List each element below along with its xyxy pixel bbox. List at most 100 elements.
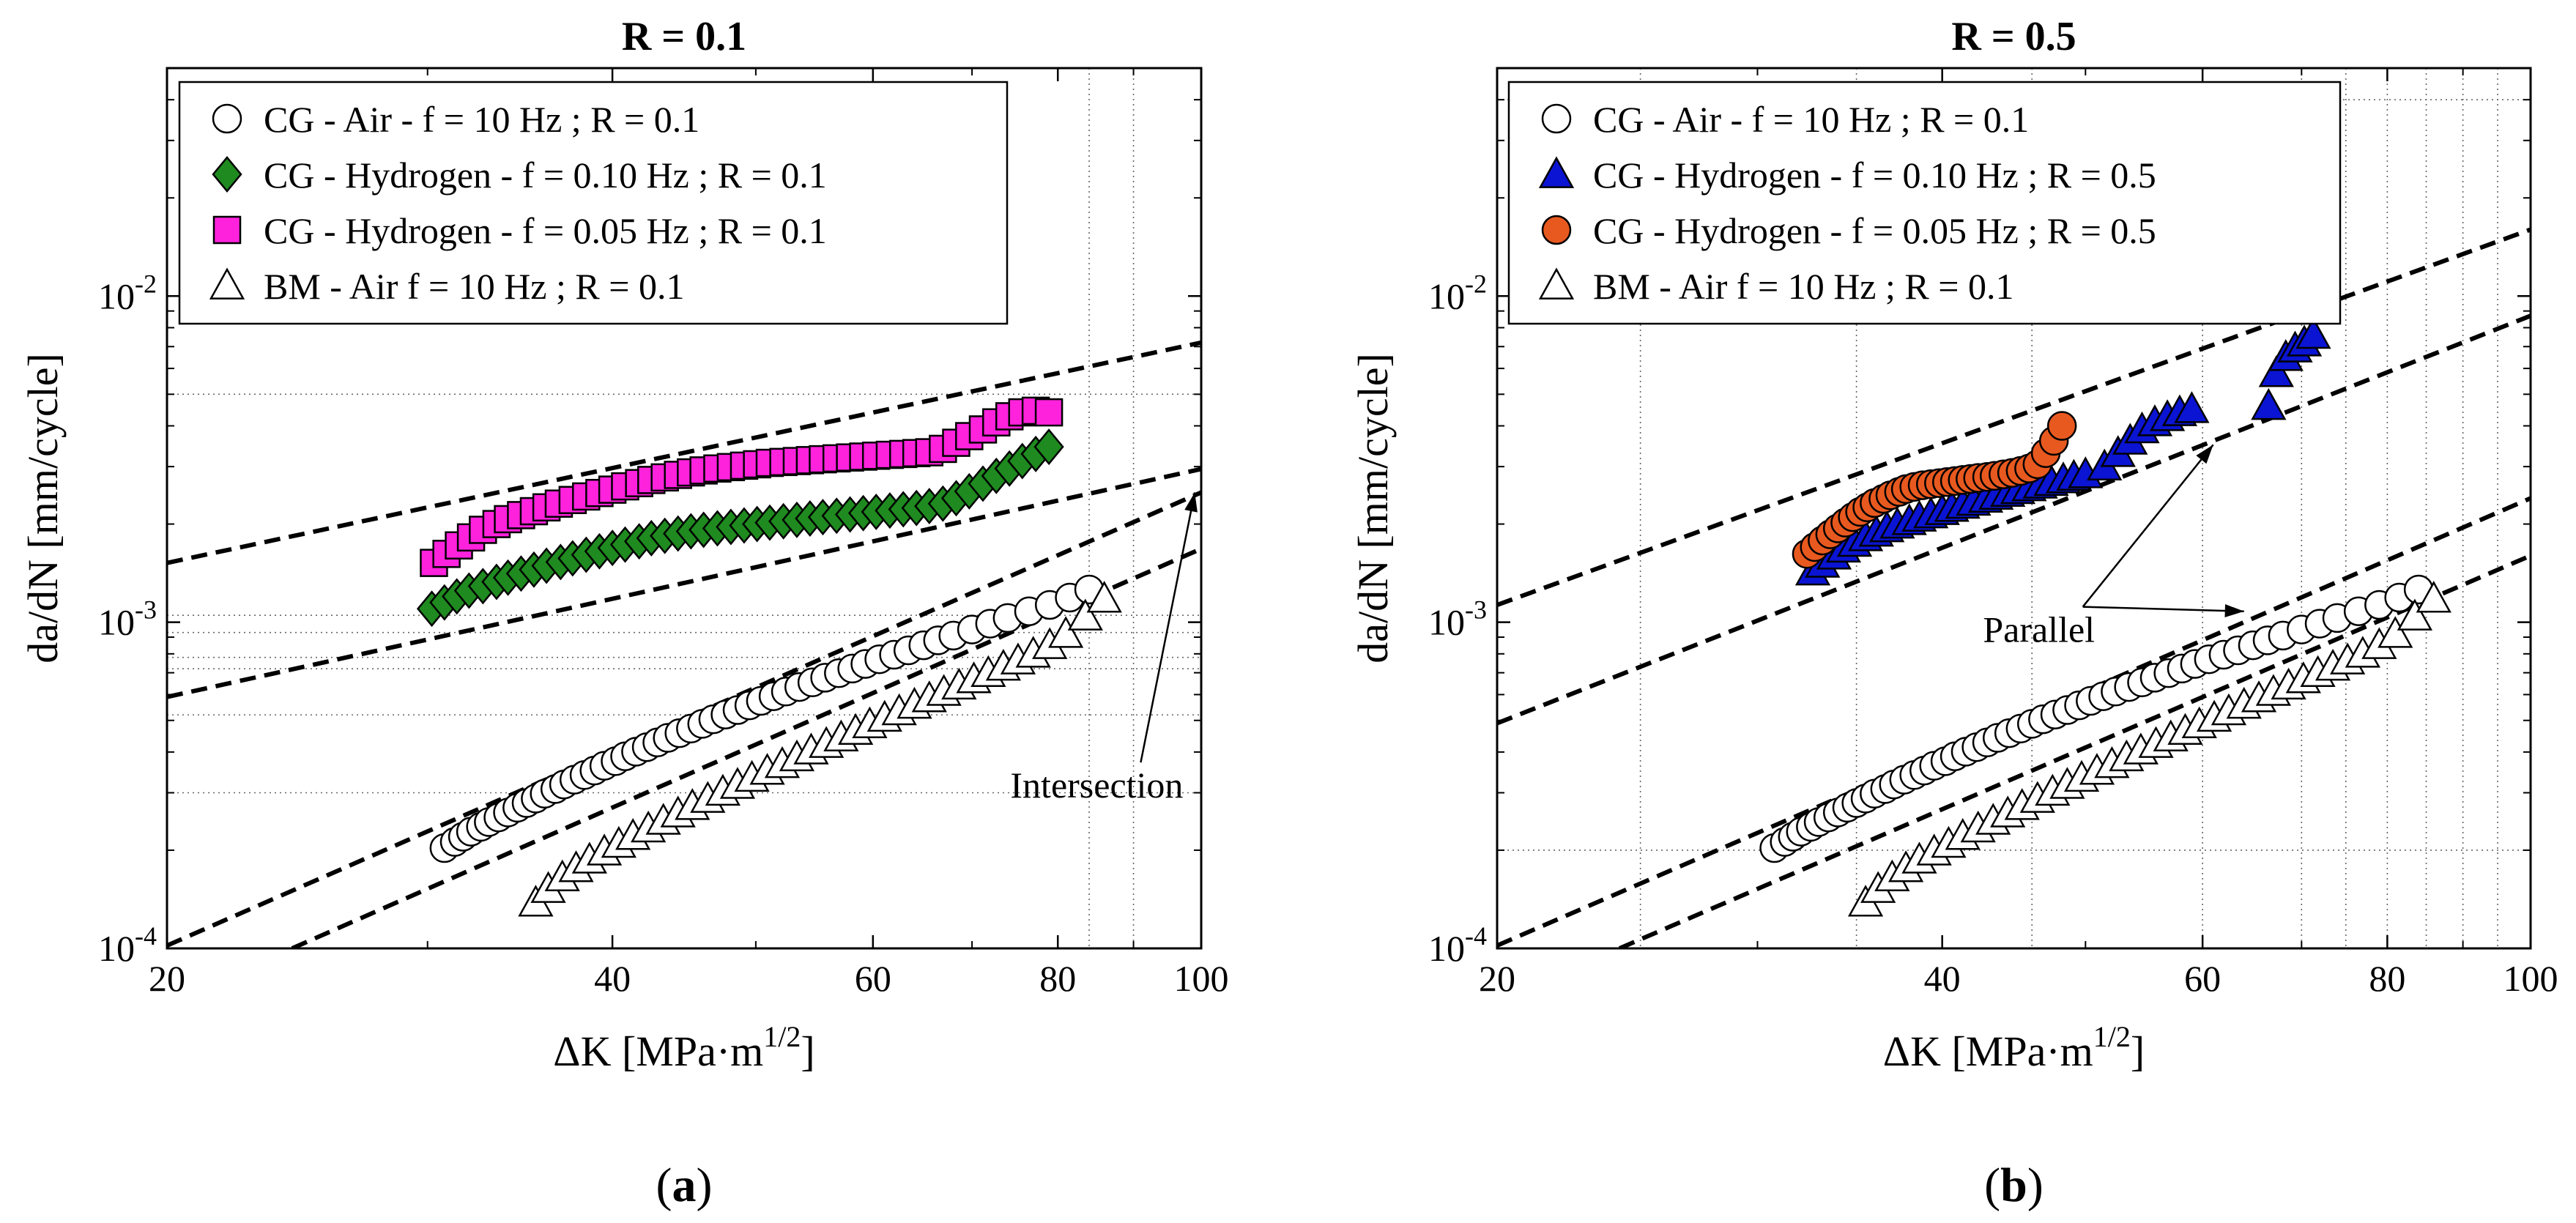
fit-line <box>1497 313 2531 726</box>
y-tick-base: 10 <box>1428 602 1465 643</box>
legend-marker <box>212 215 242 245</box>
y-tick-exponent: -4 <box>135 921 157 951</box>
y-tick-label: 10-2 <box>98 269 157 316</box>
x-tick-label: 80 <box>2369 958 2405 999</box>
x-tick-label: 20 <box>149 958 185 999</box>
y-axis-label: da/dN [mm/cycle] <box>1349 353 1397 663</box>
y-tick-exponent: -2 <box>1465 269 1487 298</box>
legend: CG - Air - f = 10 Hz ; R = 0.1 CG - Hydro… <box>178 81 1009 325</box>
legend-item: CG - Hydrogen - f = 0.10 Hz ; R = 0.5 <box>1538 155 2156 196</box>
y-tick-base: 10 <box>1428 275 1465 316</box>
axes-frame <box>1496 67 2532 950</box>
paren-open: ( <box>1984 1159 2000 1212</box>
legend-item: CG - Air - f = 10 Hz ; R = 0.1 <box>212 99 699 140</box>
legend-label: CG - Air - f = 10 Hz ; R = 0.1 <box>264 99 699 140</box>
x-axis-label: ΔK [MPa·m1/2] <box>1883 1020 2145 1075</box>
data-point <box>2397 598 2433 631</box>
arrow-head <box>2224 604 2244 618</box>
legend-label: CG - Air - f = 10 Hz ; R = 0.1 <box>1593 99 2029 140</box>
panel-letter: b <box>2000 1159 2027 1212</box>
panel-label: (b) <box>1984 1159 2044 1212</box>
series-3 <box>420 396 1064 577</box>
data-point <box>2046 411 2077 441</box>
data-point <box>2258 355 2294 387</box>
arrow-head <box>2196 445 2213 464</box>
fit-line <box>167 340 1201 565</box>
y-tick-label: 10-4 <box>98 921 157 969</box>
y-tick-label: 10-3 <box>98 595 157 643</box>
annotation-text: Intersection <box>1010 765 1183 806</box>
x-tick-label: 40 <box>594 958 631 999</box>
data-point <box>1048 616 1084 648</box>
annotation-text: Parallel <box>1983 609 2095 650</box>
y-tick-label: 10-4 <box>1428 921 1487 969</box>
data-point <box>1033 428 1064 466</box>
panel-label: (a) <box>656 1159 713 1212</box>
data-point <box>2295 316 2331 349</box>
y-tick-base: 10 <box>98 275 135 316</box>
data-point <box>1067 598 1103 631</box>
legend-marker <box>1541 215 1572 245</box>
legend-marker <box>1538 156 1575 188</box>
chart-title: R = 0.5 <box>1951 14 2076 59</box>
data-point <box>2378 616 2413 648</box>
y-tick-exponent: -3 <box>135 595 157 625</box>
y-tick-base: 10 <box>98 602 135 643</box>
legend-label: CG - Hydrogen - f = 0.10 Hz ; R = 0.1 <box>264 155 827 196</box>
legend-item: BM - Air f = 10 Hz ; R = 0.1 <box>1538 266 2013 307</box>
series-1 <box>1759 574 2434 863</box>
annotation-arrow <box>2082 444 2214 608</box>
fit-line <box>167 490 1201 948</box>
legend-marker <box>212 156 242 193</box>
x-axis-label-sup: 1/2 <box>2093 1020 2131 1053</box>
y-axis-label: da/dN [mm/cycle] <box>19 353 67 663</box>
x-axis-label-end: ] <box>2131 1027 2145 1075</box>
paren-open: ( <box>656 1159 672 1212</box>
y-tick-base: 10 <box>98 928 135 969</box>
y-tick-exponent: -2 <box>135 269 157 298</box>
data-points <box>416 396 1122 917</box>
legend-label: CG - Hydrogen - f = 0.05 Hz ; R = 0.5 <box>1593 210 2156 251</box>
ticks <box>1496 68 2532 950</box>
legend-label: CG - Hydrogen - f = 0.05 Hz ; R = 0.1 <box>264 210 827 251</box>
axes-frame <box>166 67 1203 950</box>
data-point <box>2251 387 2287 420</box>
x-tick-label: 100 <box>2503 958 2558 999</box>
panel-letter: a <box>672 1159 697 1212</box>
annotation-arrow <box>1140 492 1196 763</box>
legend-item: CG - Air - f = 10 Hz ; R = 0.1 <box>1541 99 2029 140</box>
series-4 <box>518 581 1122 917</box>
x-axis-label-end: ] <box>801 1027 814 1075</box>
data-point <box>2416 581 2451 613</box>
x-axis-label: ΔK [MPa·m1/2] <box>553 1020 814 1075</box>
annotation-arrow <box>2082 606 2244 613</box>
annotation: Intersection <box>1010 492 1198 806</box>
legend-marker <box>1538 267 1575 300</box>
paren-close: ) <box>2027 1159 2044 1212</box>
data-point <box>2174 391 2210 423</box>
y-tick-exponent: -4 <box>1465 921 1487 951</box>
series-4 <box>1847 581 2451 917</box>
legend-item: CG - Hydrogen - f = 0.05 Hz ; R = 0.1 <box>212 210 827 251</box>
legend: CG - Air - f = 10 Hz ; R = 0.1 CG - Hydro… <box>1507 81 2342 325</box>
data-point <box>1034 398 1064 427</box>
legend-label: CG - Hydrogen - f = 0.10 Hz ; R = 0.5 <box>1593 155 2156 196</box>
data-point <box>1086 581 1122 613</box>
series-3 <box>1792 411 2077 569</box>
paren-close: ) <box>697 1159 713 1212</box>
legend-box <box>178 81 1009 325</box>
chart-title: R = 0.1 <box>622 14 746 59</box>
annotation: Parallel <box>1983 444 2244 650</box>
x-axis-label-sup: 1/2 <box>763 1020 801 1053</box>
legend-marker <box>212 103 242 134</box>
x-axis-label-main: ΔK [MPa·m <box>1883 1027 2093 1075</box>
legend-label: BM - Air f = 10 Hz ; R = 0.1 <box>264 266 684 307</box>
y-tick-label: 10-3 <box>1428 595 1487 643</box>
legend-label: BM - Air f = 10 Hz ; R = 0.1 <box>1593 266 2013 307</box>
legend-marker <box>1541 103 1572 134</box>
x-tick-label: 100 <box>1174 958 1229 999</box>
legend-item: CG - Hydrogen - f = 0.10 Hz ; R = 0.1 <box>212 155 827 196</box>
